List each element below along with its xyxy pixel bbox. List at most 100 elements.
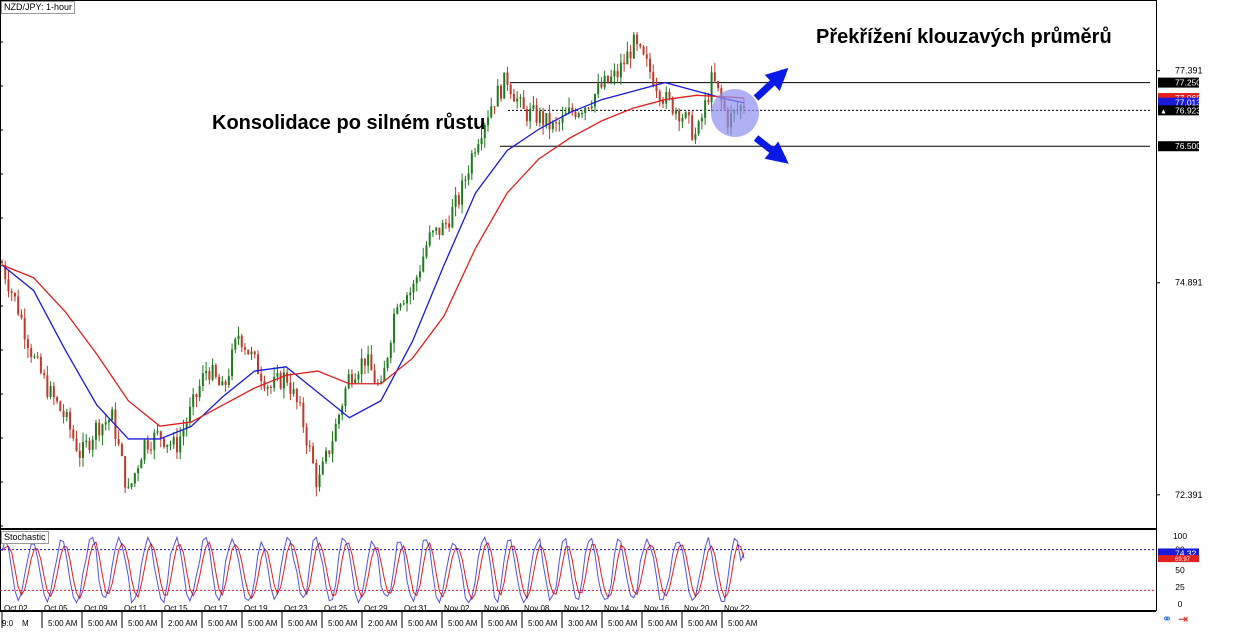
candle-body bbox=[665, 91, 668, 104]
candle-body bbox=[192, 394, 195, 407]
candle-body bbox=[645, 54, 648, 59]
candle-body bbox=[593, 94, 596, 107]
price-tag-label: 76.923 bbox=[1175, 105, 1201, 115]
candle-body bbox=[292, 389, 295, 394]
candle-body bbox=[208, 370, 211, 380]
candle-body bbox=[321, 461, 324, 475]
candle-body bbox=[389, 342, 392, 359]
time-label-date: Oct 09 bbox=[84, 604, 108, 613]
time-label-hour: 9:0 bbox=[2, 619, 14, 628]
candle-body bbox=[72, 429, 75, 439]
candle-body bbox=[542, 111, 545, 126]
candle-body bbox=[707, 100, 710, 103]
candle-body bbox=[244, 347, 247, 350]
candle-body bbox=[43, 373, 46, 376]
candle-body bbox=[425, 245, 428, 257]
candle-body bbox=[36, 356, 39, 358]
candle-body bbox=[632, 34, 635, 59]
time-label-date: Nov 16 bbox=[644, 604, 670, 613]
candle-body bbox=[584, 107, 587, 114]
candle-body bbox=[574, 111, 577, 117]
price-tag-marker: ▲ bbox=[1160, 108, 1167, 115]
candle-body bbox=[512, 93, 515, 102]
time-label-date: Oct 05 bbox=[44, 604, 68, 613]
time-label-date: Oct 17 bbox=[204, 604, 228, 613]
price-tag: 77.250 bbox=[1158, 77, 1201, 88]
candle-body bbox=[337, 414, 340, 424]
candle-body bbox=[344, 388, 347, 407]
candle-body bbox=[461, 180, 464, 205]
time-label-date: Oct 15 bbox=[164, 604, 188, 613]
stoch-value-label: 74.32 bbox=[1175, 548, 1197, 558]
candle-body bbox=[250, 351, 253, 355]
candle-body bbox=[117, 439, 120, 444]
candle-body bbox=[448, 223, 451, 228]
candle-body bbox=[464, 179, 467, 181]
candle-body bbox=[350, 374, 353, 384]
scroll-end-icon[interactable]: ⇥ bbox=[1178, 612, 1189, 626]
candle-body bbox=[636, 34, 639, 45]
candle-body bbox=[163, 438, 166, 447]
candle-body bbox=[555, 122, 558, 124]
candle-body bbox=[153, 432, 156, 450]
candle-body bbox=[363, 358, 366, 366]
candle-body bbox=[422, 256, 425, 272]
candle-body bbox=[652, 71, 655, 86]
time-label-date: Nov 12 bbox=[564, 604, 590, 613]
candle-body bbox=[211, 365, 214, 380]
candle-body bbox=[331, 441, 334, 454]
candle-body bbox=[137, 468, 140, 474]
candle-body bbox=[69, 412, 72, 430]
candle-body bbox=[334, 423, 337, 442]
link-icon[interactable]: ⚭ bbox=[1162, 612, 1173, 626]
candle-body bbox=[522, 97, 525, 109]
stoch-value-tag-2: 69.97 bbox=[1158, 555, 1199, 563]
candle-body bbox=[480, 138, 483, 145]
time-label-date: Oct 19 bbox=[244, 604, 268, 613]
candle-body bbox=[269, 386, 272, 388]
time-label-date: Nov 22 bbox=[724, 604, 750, 613]
candle-body bbox=[603, 75, 606, 88]
candle-body bbox=[120, 443, 123, 457]
candle-body bbox=[606, 75, 609, 83]
time-label-date: Oct 31 bbox=[404, 604, 428, 613]
price-tag-box bbox=[1158, 105, 1199, 116]
stoch-axis-label: 25 bbox=[1175, 582, 1185, 592]
time-label-hour: 5:00 AM bbox=[288, 619, 318, 628]
candle-body bbox=[62, 410, 65, 418]
candles-group bbox=[1, 31, 745, 497]
candle-body bbox=[253, 351, 256, 355]
candle-body bbox=[467, 173, 470, 180]
candle-body bbox=[185, 422, 188, 430]
time-label-hour: 5:00 AM bbox=[48, 619, 78, 628]
price-tag-label: 77.250 bbox=[1175, 78, 1201, 88]
candle-body bbox=[39, 356, 42, 374]
candle-body bbox=[506, 72, 509, 85]
candle-body bbox=[587, 107, 590, 109]
candle-body bbox=[399, 304, 402, 308]
candle-body bbox=[642, 46, 645, 55]
price-pane-frame bbox=[0, 0, 1157, 529]
candle-body bbox=[282, 372, 285, 389]
time-label-hour: 2:00 AM bbox=[368, 619, 398, 628]
candle-body bbox=[393, 313, 396, 343]
candle-body bbox=[704, 100, 707, 118]
candle-body bbox=[655, 85, 658, 92]
candle-body bbox=[354, 379, 357, 384]
candle-body bbox=[341, 406, 344, 415]
candle-body bbox=[260, 373, 263, 382]
slow-ma-line bbox=[1, 94, 745, 427]
candle-body bbox=[88, 440, 91, 450]
candle-body bbox=[182, 429, 185, 437]
candle-body bbox=[140, 459, 143, 469]
candle-body bbox=[684, 112, 687, 118]
candle-body bbox=[237, 335, 240, 340]
oscillator-label: Stochastic bbox=[1, 531, 49, 544]
candle-body bbox=[383, 368, 386, 382]
candle-body bbox=[428, 232, 431, 246]
candle-body bbox=[477, 144, 480, 153]
time-label-hour: 5:00 AM bbox=[528, 619, 558, 628]
candle-body bbox=[532, 105, 535, 109]
candle-body bbox=[441, 223, 444, 236]
